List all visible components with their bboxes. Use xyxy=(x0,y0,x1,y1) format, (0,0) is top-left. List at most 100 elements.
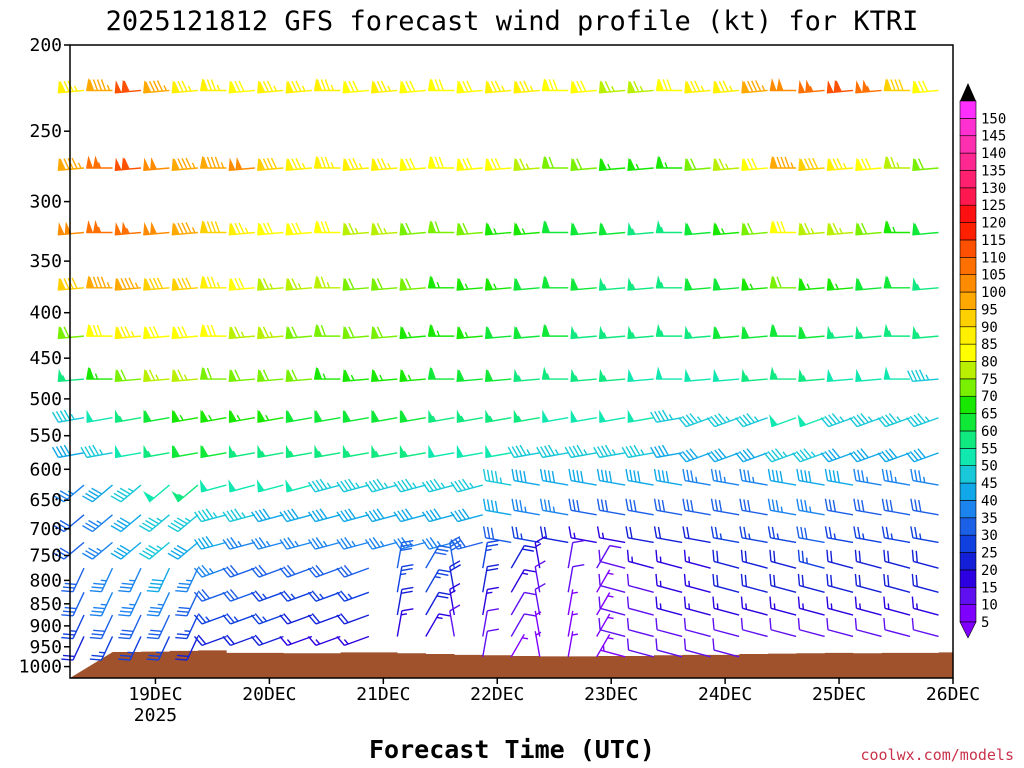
barb-full xyxy=(401,590,413,595)
barb-staff xyxy=(596,545,611,569)
barb-full xyxy=(487,628,499,632)
wind-barb xyxy=(534,536,546,569)
barb-half xyxy=(387,85,391,92)
barb-staff xyxy=(514,479,540,486)
barb-full xyxy=(319,478,328,490)
barb-full xyxy=(747,80,754,93)
barb-half xyxy=(631,332,636,339)
barb-staff xyxy=(770,509,797,516)
barb-full xyxy=(295,222,302,234)
barb-full xyxy=(482,498,487,511)
barb-flag xyxy=(855,368,863,382)
wind-barb xyxy=(826,549,854,569)
barb-full xyxy=(633,500,637,512)
barb-staff xyxy=(599,452,626,459)
barb-full xyxy=(340,510,349,521)
barb-full xyxy=(883,573,886,586)
wind-barb xyxy=(114,157,142,171)
barb-full xyxy=(889,470,893,483)
wind-barb xyxy=(539,526,569,544)
barb-full xyxy=(88,547,100,555)
barb-half xyxy=(233,616,239,622)
wind-barb xyxy=(167,514,199,533)
barb-staff xyxy=(344,614,370,625)
wind-barb xyxy=(370,277,398,291)
barb-flag xyxy=(171,157,179,171)
x-axis-label: Forecast Time (UTC) xyxy=(369,735,655,764)
wind-barb xyxy=(393,508,426,523)
barb-full xyxy=(771,469,776,482)
barb-full xyxy=(59,278,66,290)
wind-barb xyxy=(854,596,882,616)
barb-flag xyxy=(712,157,720,171)
barb-full xyxy=(689,448,699,459)
barb-full xyxy=(861,470,865,483)
barb-full xyxy=(746,413,755,423)
barb-full xyxy=(911,618,915,630)
barb-full xyxy=(173,326,180,339)
x-tick-label: 24DEC xyxy=(698,684,752,705)
barb-full xyxy=(258,537,267,548)
barb-staff xyxy=(742,452,768,463)
barb-full xyxy=(319,508,328,519)
barb-half xyxy=(607,637,614,640)
y-tick-label: 700 xyxy=(29,519,62,540)
wind-barb xyxy=(740,618,768,638)
barb-flag xyxy=(627,368,635,382)
wind-barb xyxy=(482,526,512,544)
barb-staff xyxy=(596,613,611,637)
barb-half xyxy=(100,603,107,606)
wind-barb xyxy=(570,368,597,383)
barb-half xyxy=(780,506,783,513)
barb-full xyxy=(914,526,918,539)
barb-flag xyxy=(598,368,606,382)
barb-flag xyxy=(798,222,806,236)
barb-staff xyxy=(885,452,911,463)
barb-full xyxy=(857,526,861,539)
barb-half xyxy=(70,630,77,633)
barb-staff xyxy=(425,592,440,616)
barb-full xyxy=(621,446,629,458)
barb-staff xyxy=(230,567,256,578)
barb-full xyxy=(830,550,833,563)
barb-full xyxy=(450,543,462,552)
barb-full xyxy=(767,468,772,481)
barb-half xyxy=(925,374,930,381)
barb-full xyxy=(856,449,866,460)
colorbar-label: 50 xyxy=(981,459,998,475)
wind-barb xyxy=(507,444,540,459)
wind-barb xyxy=(570,157,597,171)
barb-full xyxy=(234,508,242,519)
barb-full xyxy=(226,613,235,623)
barb-full xyxy=(461,508,470,519)
barb-flag xyxy=(57,325,65,339)
barb-full xyxy=(886,221,892,233)
wind-barb xyxy=(534,560,546,593)
barb-full xyxy=(315,509,324,520)
wind-barb xyxy=(228,157,255,171)
barb-full xyxy=(913,449,923,460)
barb-staff xyxy=(287,591,313,602)
barb-full xyxy=(906,417,915,428)
barb-staff xyxy=(129,567,142,593)
barb-full xyxy=(858,574,861,587)
barb-full xyxy=(113,492,125,500)
wind-barb xyxy=(769,275,797,289)
barb-flag xyxy=(143,80,151,94)
barb-half xyxy=(745,603,748,610)
barb-staff xyxy=(449,610,455,637)
wind-barb xyxy=(200,444,227,459)
barb-half xyxy=(156,517,163,522)
barb-flag xyxy=(121,79,129,93)
wind-barb xyxy=(427,323,455,337)
wind-barb xyxy=(683,549,711,569)
barb-staff xyxy=(770,479,797,486)
barb-staff xyxy=(596,592,611,616)
wind-barb xyxy=(285,325,312,340)
barb-full xyxy=(177,158,184,170)
barb-staff xyxy=(856,452,882,463)
barb-half xyxy=(240,331,245,338)
barb-full xyxy=(144,278,152,290)
barb-flag xyxy=(741,325,749,339)
barb-full xyxy=(714,449,723,460)
